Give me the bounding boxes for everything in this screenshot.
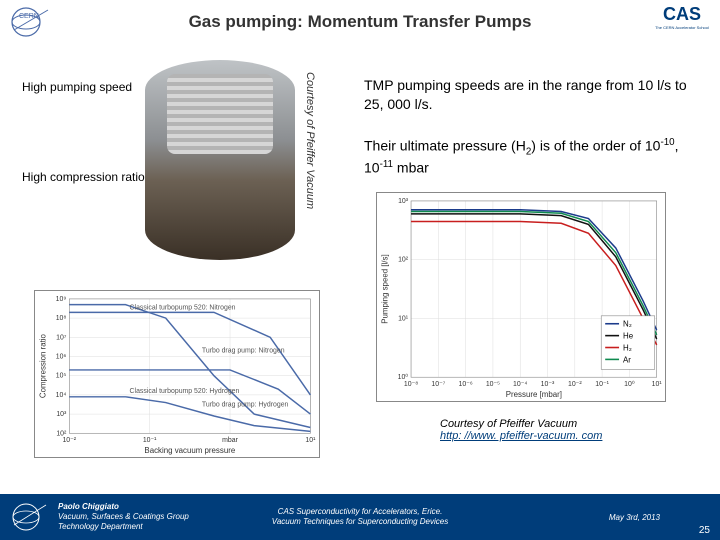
svg-text:10⁻²: 10⁻² [62, 437, 76, 444]
svg-text:10⁹: 10⁹ [56, 296, 67, 303]
footer-author: Paolo Chiggiato Vacuum, Surfaces & Coati… [58, 502, 189, 532]
p2-end: mbar [393, 160, 429, 176]
svg-text:10⁷: 10⁷ [56, 334, 67, 341]
credit-line1: Courtesy of Pfeiffer Vacuum [440, 418, 602, 430]
svg-text:H₂: H₂ [623, 343, 632, 352]
footer-center-l2: Vacuum Techniques for Superconducting De… [272, 517, 448, 527]
slide-title: Gas pumping: Momentum Transfer Pumps [189, 12, 532, 32]
courtesy-vertical: Courtesy of Pfeiffer Vacuum [300, 72, 316, 262]
svg-text:10³: 10³ [56, 411, 67, 418]
svg-text:10⁻⁴: 10⁻⁴ [513, 381, 527, 388]
svg-text:10⁻¹: 10⁻¹ [143, 437, 157, 444]
svg-text:10⁵: 10⁵ [56, 373, 67, 380]
svg-text:10⁰: 10⁰ [624, 380, 635, 388]
svg-text:10¹: 10¹ [398, 315, 409, 322]
body-text: TMP pumping speeds are in the range from… [364, 76, 700, 178]
svg-text:10²: 10² [398, 257, 409, 264]
pumping-speed-chart: 10⁻⁸ 10⁻⁷ 10⁻⁶ 10⁻⁵ 10⁻⁴ 10⁻³ 10⁻² 10⁻¹ 10⁰ 10¹ 10… [376, 192, 666, 402]
svg-text:10⁻³: 10⁻³ [541, 381, 555, 388]
footer-center: CAS Superconductivity for Accelerators, … [272, 507, 448, 527]
cas-logo-sub: The CERN Accelerator School [655, 25, 709, 30]
footer-center-l1: CAS Superconductivity for Accelerators, … [272, 507, 448, 517]
body-p1: TMP pumping speeds are in the range from… [364, 76, 700, 114]
p2-pre: Their ultimate pressure (H [364, 137, 526, 153]
p2-mid: ) is of the order of 10 [531, 137, 660, 153]
p2-sup1: -10 [660, 137, 674, 148]
footer-author-l2: Vacuum, Surfaces & Coatings Group [58, 512, 189, 522]
svg-text:10¹: 10¹ [305, 437, 316, 444]
svg-text:10⁴: 10⁴ [56, 392, 67, 399]
svg-text:Classical turbopump 520: Nitro: Classical turbopump 520: Nitrogen [130, 305, 236, 312]
p2-sup2: -11 [380, 159, 393, 170]
svg-text:mbar: mbar [222, 437, 238, 444]
label-high-pumping-speed: High pumping speed [22, 80, 132, 94]
svg-text:10¹: 10¹ [652, 381, 663, 388]
svg-text:Turbo drag pump: Nitrogen: Turbo drag pump: Nitrogen [202, 348, 285, 355]
page-number: 25 [699, 525, 710, 536]
credit-block: Courtesy of Pfeiffer Vacuum http: //www.… [440, 418, 602, 442]
svg-text:10³: 10³ [398, 198, 409, 205]
footer: Paolo Chiggiato Vacuum, Surfaces & Coati… [0, 494, 720, 540]
svg-text:10⁻⁶: 10⁻⁶ [459, 381, 473, 388]
pump-cutaway-image [145, 60, 295, 260]
svg-text:10²: 10² [56, 430, 67, 437]
header: CERN Gas pumping: Momentum Transfer Pump… [0, 0, 720, 44]
footer-author-l1: Paolo Chiggiato [58, 502, 189, 512]
svg-text:10⁰: 10⁰ [398, 373, 409, 381]
svg-text:Turbo drag pump: Hydrogen: Turbo drag pump: Hydrogen [202, 401, 289, 408]
footer-date: May 3rd, 2013 [609, 513, 660, 522]
svg-text:N₂: N₂ [623, 320, 632, 329]
slide: CERN Gas pumping: Momentum Transfer Pump… [0, 0, 720, 540]
credit-link[interactable]: http: //www. pfeiffer-vacuum. com [440, 430, 602, 442]
footer-author-l3: Technology Department [58, 522, 189, 532]
svg-text:10⁻⁷: 10⁻⁷ [431, 381, 445, 388]
body-p2: Their ultimate pressure (H2) is of the o… [364, 136, 700, 178]
cern-logo: CERN [8, 4, 52, 40]
svg-text:10⁻⁸: 10⁻⁸ [404, 381, 418, 388]
svg-text:Classical turbopump 520: Hydro: Classical turbopump 520: Hydrogen [130, 388, 240, 395]
svg-text:He: He [623, 332, 634, 341]
svg-text:Pumping speed [l/s]: Pumping speed [l/s] [380, 254, 389, 323]
svg-text:Ar: Ar [623, 355, 631, 364]
cas-logo-main: CAS [663, 4, 701, 25]
compression-ratio-chart: 10⁻² 10⁻¹ mbar 10¹ 10² 10³ 10⁴ 10⁵ 10⁶ 10⁷ 10⁸ 10⁹ C… [34, 290, 320, 458]
label-high-compression-ratio: High compression ratio [22, 170, 145, 184]
svg-text:CERN: CERN [19, 13, 39, 20]
svg-text:Compression ratio: Compression ratio [39, 333, 48, 398]
svg-text:Pressure [mbar]: Pressure [mbar] [506, 390, 562, 399]
svg-text:Backing vacuum pressure: Backing vacuum pressure [144, 446, 235, 455]
svg-text:10⁻²: 10⁻² [568, 381, 582, 388]
svg-text:10⁻⁵: 10⁻⁵ [486, 381, 500, 388]
svg-text:10⁶: 10⁶ [56, 353, 67, 360]
footer-cern-logo [8, 499, 48, 535]
cas-logo: CAS The CERN Accelerator School [652, 4, 712, 40]
svg-text:10⁸: 10⁸ [56, 315, 67, 322]
svg-text:10⁻¹: 10⁻¹ [595, 381, 609, 388]
